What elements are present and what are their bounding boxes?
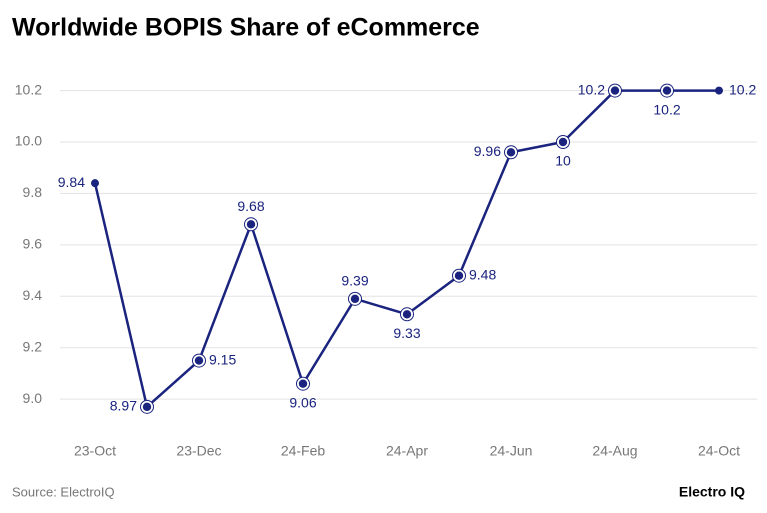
value-label: 10.2	[653, 101, 680, 117]
marker	[142, 402, 152, 412]
marker	[298, 379, 308, 388]
value-label: 9.96	[474, 143, 501, 159]
y-tick-label: 10.2	[15, 81, 42, 97]
value-label: 10.2	[729, 81, 756, 97]
y-tick-label: 9.8	[23, 184, 43, 200]
marker	[350, 294, 360, 304]
value-label: 9.15	[209, 351, 236, 367]
x-tick-label: 24-Aug	[592, 443, 637, 459]
value-label: 9.39	[341, 273, 368, 289]
value-label: 10.2	[578, 81, 605, 97]
y-tick-label: 9.2	[23, 338, 43, 354]
x-tick-label: 23-Oct	[74, 443, 116, 459]
brand: Electro IQ	[679, 484, 745, 500]
marker	[402, 310, 412, 319]
y-tick-label: 10.0	[15, 133, 42, 149]
source: Source: ElectroIQ	[12, 484, 115, 499]
y-tick-label: 9.4	[23, 287, 43, 303]
marker	[454, 271, 464, 280]
marker	[610, 86, 620, 95]
x-tick-label: 24-Oct	[698, 443, 740, 459]
y-tick-label: 9.6	[23, 236, 43, 252]
marker	[506, 148, 516, 157]
value-label: 9.48	[469, 266, 496, 282]
marker	[194, 356, 204, 365]
marker	[662, 86, 672, 95]
chart-title: Worldwide BOPIS Share of eCommerce	[12, 14, 480, 42]
x-tick-label: 24-Jun	[490, 443, 533, 459]
marker	[558, 137, 568, 147]
value-label: 9.68	[237, 198, 264, 214]
value-label: 9.33	[393, 325, 420, 341]
x-tick-label: 24-Feb	[281, 443, 326, 459]
marker	[715, 86, 723, 95]
marker	[246, 220, 256, 229]
value-label: 8.97	[110, 398, 137, 414]
y-tick-label: 9.0	[23, 390, 43, 406]
marker	[91, 179, 99, 188]
x-tick-label: 24-Apr	[386, 443, 428, 459]
value-label: 9.06	[289, 394, 316, 410]
value-label: 10	[555, 153, 571, 169]
line	[93, 89, 719, 409]
x-tick-label: 23-Dec	[176, 443, 221, 459]
value-label: 9.84	[58, 174, 85, 190]
